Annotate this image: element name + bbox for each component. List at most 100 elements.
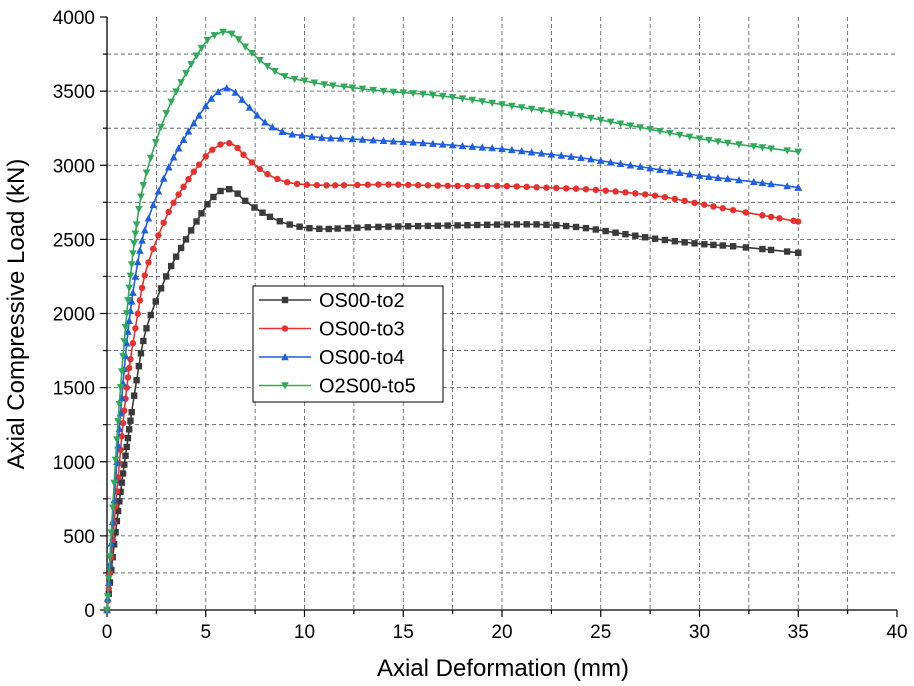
data-point [389,137,398,145]
data-point [517,147,526,155]
data-point [123,443,130,451]
data-point [145,259,152,266]
data-point [488,144,496,152]
data-point [474,221,481,229]
x-tick-label: 5 [200,622,211,643]
data-point [348,135,357,143]
data-point [198,210,205,217]
data-point [354,181,361,189]
data-point [651,192,659,199]
data-point [533,221,540,228]
data-point [197,44,206,53]
data-point [167,98,175,106]
data-point [419,90,427,99]
data-point [553,184,560,192]
data-point [151,139,160,147]
data-point [121,323,130,332]
data-point [364,224,372,231]
data-point [129,250,137,258]
data-point [385,223,392,230]
data-point [701,241,708,248]
data-point [783,182,791,190]
data-point [195,161,203,168]
data-point [170,199,177,206]
data-point [666,129,674,138]
data-point [429,139,437,147]
data-point [146,154,155,162]
data-point [483,182,491,190]
data-point [714,173,722,181]
data-point [468,142,477,150]
data-point [572,185,580,192]
data-point [308,132,316,140]
data-point [729,243,737,250]
data-point [286,221,293,228]
data-point [210,193,217,201]
data-point [606,158,615,166]
x-tick-label: 0 [102,622,113,643]
data-point [217,187,224,195]
data-point [201,101,210,110]
tick-labels: 0 5 10 15 20 25 30 35 40 0 500 1000 1500 2000 2500 3000… [53,8,908,643]
data-point [409,90,417,98]
data-point [214,87,222,96]
data-point [310,79,319,87]
data-point [379,87,388,96]
data-point [424,182,432,189]
data-point [719,205,726,212]
y-tick-label: 500 [63,527,95,548]
data-point [147,311,154,319]
data-point [364,181,372,188]
data-point [776,215,783,222]
data-point [251,204,258,211]
data-point [582,224,590,232]
data-point [116,384,125,392]
data-point [115,400,124,409]
data-point [767,246,775,254]
data-point [139,182,148,190]
data-point [195,111,203,119]
y-tick-label: 3000 [53,156,95,177]
data-point [290,75,299,84]
data-point [636,162,645,170]
data-point [587,114,595,123]
data-point [735,176,743,184]
data-point [203,36,212,45]
data-point [217,141,224,148]
data-point [602,227,609,235]
data-point [106,553,114,561]
data-point [175,191,182,198]
data-point [137,350,145,357]
data-point [340,83,348,91]
data-point [114,507,122,515]
x-tick-label: 20 [491,622,512,643]
legend-swatch-marker [281,382,289,390]
data-point [234,144,241,152]
data-point [133,377,140,384]
data-point [399,137,408,146]
data-point [108,504,117,512]
data-point [149,200,157,209]
data-point [159,174,168,182]
data-point [163,273,170,280]
data-point [157,123,165,132]
data-point [135,362,143,370]
data-point [562,185,570,192]
data-point [340,182,348,189]
data-point [468,96,477,104]
data-point [131,272,140,280]
data-point [143,325,150,332]
data-point [547,150,556,158]
data-point [253,111,261,119]
data-point [651,235,659,242]
data-point [592,226,600,233]
data-point [316,225,323,233]
x-tick-label: 15 [393,622,414,643]
data-point [794,183,803,191]
data-point [264,170,271,178]
data-point [681,239,688,246]
data-point [723,174,732,182]
data-point [414,222,422,230]
data-point [103,606,111,614]
data-point [219,28,227,36]
